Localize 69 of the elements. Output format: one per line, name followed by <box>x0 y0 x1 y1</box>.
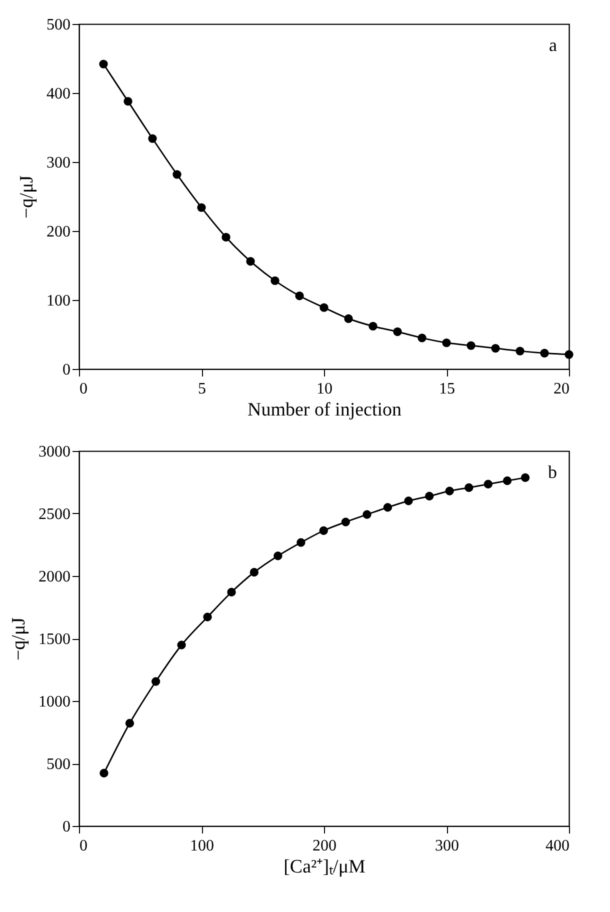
point <box>151 677 160 686</box>
point <box>442 338 451 348</box>
point <box>222 232 230 242</box>
point <box>393 327 402 336</box>
y-tick-label: 2000 <box>38 568 70 586</box>
x-tick-label: 0 <box>80 380 88 398</box>
x-tick-label: 20 <box>554 380 570 398</box>
point <box>484 480 492 488</box>
point <box>270 276 280 285</box>
point <box>246 257 255 266</box>
point <box>520 473 530 482</box>
annotation: a <box>549 35 557 55</box>
point <box>516 346 524 356</box>
point <box>383 503 392 512</box>
y-tick-label: 200 <box>46 224 70 240</box>
x-tick-label: 15 <box>439 380 455 398</box>
y-tick-label: 100 <box>46 292 70 310</box>
x-axis-title: [Ca²⁺]ₜ/μM <box>284 856 366 878</box>
x-tick-label: 400 <box>546 838 570 854</box>
point <box>425 492 434 500</box>
y-tick-label: 3000 <box>38 444 70 460</box>
point <box>227 588 236 596</box>
point <box>148 134 157 143</box>
x-axis-title: Number of injection <box>247 400 402 420</box>
point <box>404 496 413 506</box>
y-tick-label: 400 <box>46 86 70 102</box>
point <box>502 476 512 486</box>
point <box>344 314 353 323</box>
y-axis-title: −q/μJ <box>16 175 38 219</box>
point <box>250 568 259 577</box>
y-tick-label: 500 <box>46 16 70 34</box>
x-tick-label: 200 <box>312 838 336 854</box>
y-tick-label: 1000 <box>38 694 70 710</box>
point <box>466 341 476 350</box>
x-tick-label: 300 <box>435 838 459 854</box>
point <box>203 612 212 622</box>
point <box>464 483 474 492</box>
y-tick-label: 0 <box>62 362 70 378</box>
y-tick-label: 2500 <box>38 506 70 523</box>
point <box>564 350 574 359</box>
point <box>295 292 304 300</box>
point <box>274 552 282 560</box>
point <box>124 96 132 106</box>
point <box>177 640 186 650</box>
point <box>172 170 182 179</box>
point <box>296 538 306 547</box>
annotation: b <box>548 462 557 482</box>
x-tick-label: 100 <box>190 838 214 854</box>
y-tick-label: 300 <box>46 154 70 172</box>
point <box>125 718 134 728</box>
point <box>362 510 372 519</box>
point <box>540 348 549 358</box>
y-axis-title: −q/μJ <box>8 617 30 661</box>
point <box>319 526 328 535</box>
x-tick-label: 5 <box>198 380 206 398</box>
point <box>99 60 108 68</box>
point <box>491 344 500 353</box>
point <box>445 486 454 496</box>
point <box>197 203 206 212</box>
point <box>320 303 328 312</box>
point <box>368 322 378 331</box>
point <box>418 334 426 342</box>
y-tick-label: 500 <box>46 756 70 773</box>
y-tick-label: 0 <box>62 818 70 836</box>
point <box>100 768 108 778</box>
y-tick-label: 1500 <box>38 631 70 648</box>
x-tick-label: 10 <box>316 380 332 398</box>
x-tick-label: 0 <box>80 838 88 854</box>
point <box>341 518 350 526</box>
